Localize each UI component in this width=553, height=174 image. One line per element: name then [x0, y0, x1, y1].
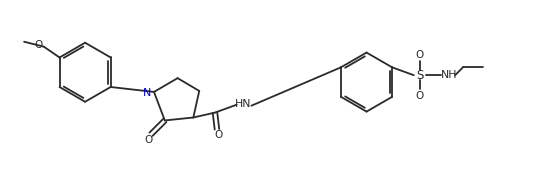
Text: O: O	[144, 135, 152, 145]
Text: O: O	[415, 91, 424, 101]
Text: S: S	[416, 69, 424, 82]
Text: HN: HN	[235, 99, 252, 109]
Text: O: O	[415, 50, 424, 60]
Text: NH: NH	[441, 70, 457, 80]
Text: O: O	[35, 40, 43, 50]
Text: N: N	[143, 88, 152, 98]
Text: O: O	[215, 130, 223, 140]
